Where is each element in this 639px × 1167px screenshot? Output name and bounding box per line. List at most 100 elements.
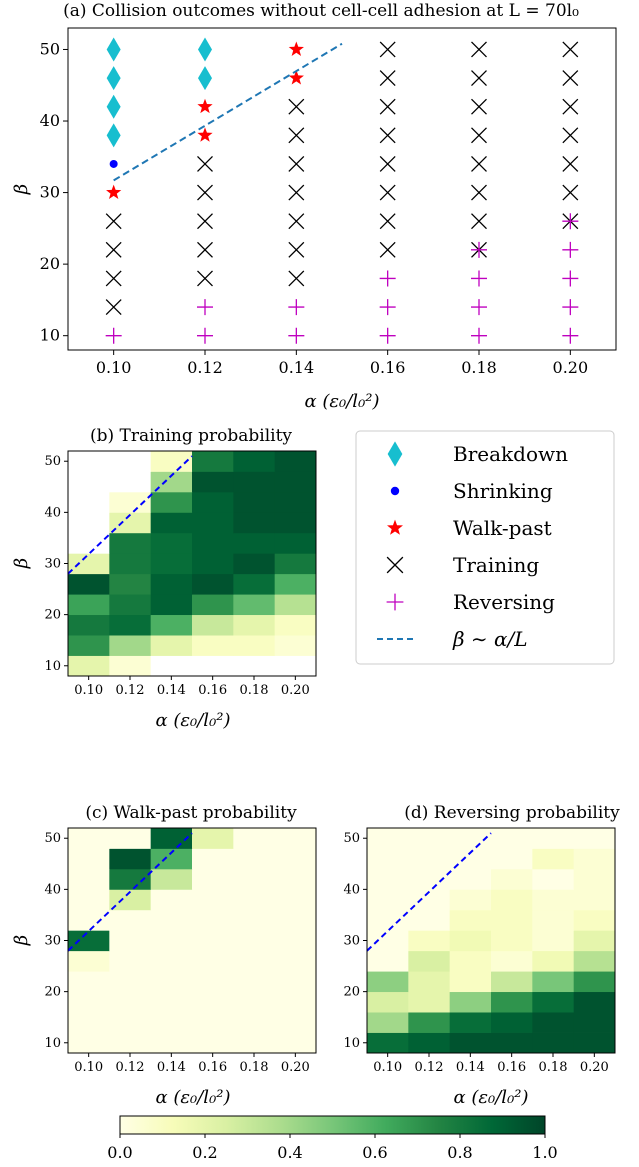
panel-d-cell: [532, 909, 575, 931]
outcome-marker-R-1-1: [197, 299, 213, 316]
panel-d-xtick-label: 0.20: [580, 1060, 609, 1075]
panel-c-cell: [150, 991, 193, 1013]
outcome-marker-T-7-3: [379, 127, 396, 144]
panel-a-frame: [67, 27, 617, 351]
panel-d-cell: [573, 950, 616, 972]
panel-d-cell: [449, 1032, 492, 1054]
panel-d-xtick-label: 0.18: [539, 1060, 568, 1075]
panel-d-cell: [491, 909, 533, 931]
panel-a-ytick-label: 40: [40, 111, 60, 130]
panel-b-cell: [274, 532, 317, 554]
outcome-marker-T-9-5: [562, 70, 579, 87]
panel-b-cell: [109, 553, 152, 575]
outcome-marker-T-7-2: [288, 127, 305, 144]
panel-d-cell: [408, 971, 451, 993]
panel-d-cell: [491, 930, 533, 952]
panel-c-fit-line: [67, 832, 193, 952]
outcome-marker-T-2-2: [288, 270, 305, 287]
panel-b-cell: [192, 573, 234, 595]
panel-b-cell: [109, 655, 152, 677]
panel-c-cell: [109, 950, 152, 972]
colorbar-tick-label: 0.0: [107, 1143, 132, 1162]
panel-b-cell: [68, 553, 110, 575]
panel-b-cell: [274, 451, 317, 472]
panel-c-cell: [68, 889, 110, 911]
panel-b-cell: [150, 553, 193, 575]
panel-a-title: (a) Collision outcomes without cell-cell…: [63, 1, 579, 21]
panel-c-cell: [274, 991, 317, 1013]
panel-c-cell: [68, 950, 110, 972]
outcome-marker-T-1-0: [105, 299, 122, 316]
legend-label-S: Shrinking: [453, 479, 553, 503]
outcome-marker-R-0-5: [562, 327, 579, 344]
panel-b-training-probability: (b) Training probability 0.10 0.12 0.14 0.1…: [11, 426, 317, 731]
panel-d-cell: [408, 889, 451, 911]
panel-d-cell: [491, 991, 533, 1013]
colorbar-tick-label: 0.6: [362, 1143, 387, 1162]
panel-b-xtick-label: 0.10: [74, 683, 103, 698]
panel-b-cell: [274, 471, 317, 493]
panel-a-xtick-label: 0.20: [553, 358, 589, 377]
legend-label-W: Walk-past: [453, 516, 552, 540]
panel-c-cell: [109, 930, 152, 952]
outcome-marker-R-0-2: [288, 327, 305, 344]
outcome-marker-B-7-0: [106, 123, 121, 148]
panel-b-cell: [233, 614, 276, 636]
panel-d-cell: [449, 889, 492, 911]
panel-d-cell: [532, 848, 575, 870]
panel-c-cell: [68, 971, 110, 993]
panel-b-cell: [150, 491, 193, 513]
legend: Breakdown Shrinking Walk-past Training Rever…: [355, 430, 615, 665]
outcome-marker-T-4-3: [379, 213, 396, 230]
panel-c-cell: [233, 950, 276, 972]
panel-b-cell: [109, 635, 152, 656]
panel-b-cell: [192, 532, 234, 554]
panel-c-xtick-label: 0.10: [74, 1060, 103, 1075]
outcome-marker-T-5-2: [288, 184, 305, 201]
outcome-marker-R-2-5: [562, 270, 579, 287]
panel-d-cell: [408, 1032, 451, 1054]
panel-b-cell: [274, 573, 317, 595]
panel-c-cell: [68, 1012, 110, 1033]
outcome-marker-R-0-3: [379, 327, 396, 344]
panel-c-cell: [192, 848, 234, 870]
panel-d-xtick-label: 0.10: [373, 1060, 402, 1075]
panel-b-ytick-label: 40: [44, 505, 61, 520]
panel-c-cell: [150, 971, 193, 993]
panel-b-cell: [109, 471, 152, 493]
outcome-marker-R-0-1: [197, 327, 213, 344]
panel-c-cell: [150, 848, 193, 870]
panel-b-cell: [68, 635, 110, 656]
panel-a-collision-outcomes: (a) Collision outcomes without cell-cell…: [11, 1, 617, 412]
panel-d-cell: [532, 1032, 575, 1054]
outcome-marker-R-4-5: [562, 213, 579, 230]
panel-d-cell: [449, 868, 492, 890]
panel-b-cell: [68, 594, 110, 616]
panel-d-cell: [408, 991, 451, 1013]
panel-c-cell: [274, 1012, 317, 1033]
outcome-marker-T-2-1: [197, 270, 213, 287]
outcome-marker-S-6-0: [109, 159, 118, 168]
panel-c-cell: [109, 991, 152, 1013]
colorbar-tick-label: 1.0: [532, 1143, 557, 1162]
outcome-marker-T-4-4: [471, 213, 487, 230]
outcome-marker-B-10-1: [198, 37, 212, 62]
panel-c-xtick-label: 0.18: [240, 1060, 269, 1075]
outcome-marker-W-8-1: [197, 98, 213, 114]
panel-b-cell: [68, 491, 110, 513]
panel-c-cell: [192, 1012, 234, 1033]
panel-c-cell: [233, 1032, 276, 1054]
panel-c-cell: [192, 1032, 234, 1054]
panel-d-cell: [449, 828, 492, 849]
outcome-marker-B-8-0: [106, 94, 121, 119]
panel-c-cell: [192, 930, 234, 952]
outcome-marker-T-3-3: [379, 241, 396, 258]
panel-c-cell: [109, 848, 152, 870]
panel-b-cell: [68, 532, 110, 554]
outcome-marker-T-8-5: [562, 98, 579, 115]
panel-c-cell: [192, 950, 234, 972]
panel-d-cell: [491, 1032, 533, 1054]
panel-c-cell: [109, 889, 152, 911]
colorbar-tick-label: 0.8: [447, 1143, 472, 1162]
